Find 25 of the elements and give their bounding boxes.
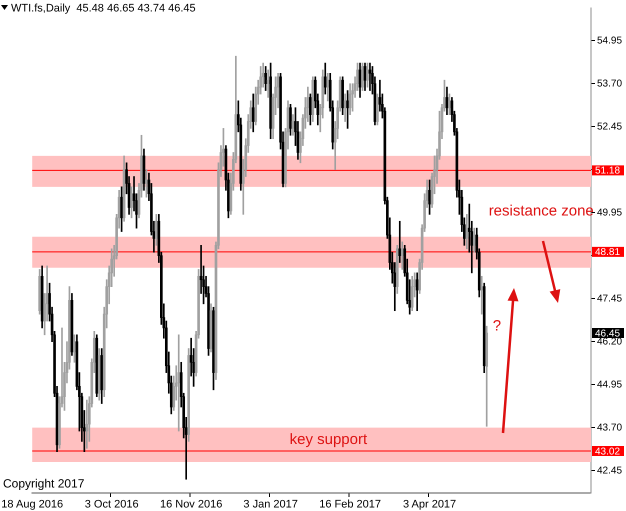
- ref-line-label: 48.81: [595, 247, 620, 258]
- x-tick-label: 16 Nov 2016: [160, 498, 222, 511]
- x-tick-label: 3 Oct 2016: [84, 498, 139, 511]
- x-tick-label: 3 Jan 2017: [243, 498, 298, 511]
- x-tick-label: 16 Feb 2017: [319, 498, 381, 511]
- y-tick-label: 49.95: [597, 207, 622, 218]
- y-tick-label: 43.70: [597, 422, 622, 434]
- ref-line-label: 43.02: [595, 446, 620, 458]
- y-tick-label: 52.45: [597, 121, 622, 132]
- y-tick-label: 47.45: [597, 293, 622, 304]
- y-tick-label: 54.95: [597, 35, 622, 46]
- text: 46.45: [595, 328, 620, 340]
- annotation: resistance zone: [488, 202, 594, 220]
- annotation: Copyright 2017: [3, 476, 85, 490]
- x-tick-label: 3 Apr 2017: [402, 498, 456, 511]
- annotation: key support: [290, 431, 368, 448]
- candlestick: [368, 62, 372, 91]
- x-tick-label: 18 Aug 2016: [1, 498, 64, 511]
- candlestick: [145, 169, 148, 198]
- annotation: ?: [492, 317, 502, 334]
- y-tick-label: 42.45: [597, 465, 622, 476]
- chart-title: WTI.fs,Daily 45.48 46.65 43.74 46.45: [11, 2, 196, 15]
- y-tick-label: 53.70: [597, 78, 622, 90]
- y-tick-label: 44.95: [597, 379, 622, 390]
- ref-line-label: 51.18: [595, 166, 620, 177]
